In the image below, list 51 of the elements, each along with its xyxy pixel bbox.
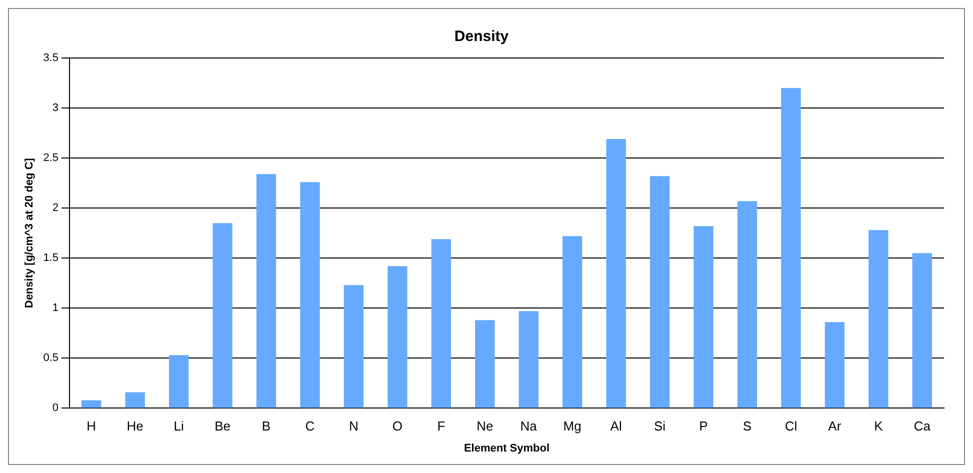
bar	[212, 223, 232, 408]
x-tick-label: Na	[520, 418, 538, 434]
y-tick-label: 0.5	[43, 352, 58, 364]
x-tick-label: H	[86, 418, 96, 434]
bar	[650, 176, 670, 408]
bar	[256, 174, 276, 408]
bar	[82, 400, 102, 408]
bar	[300, 182, 320, 408]
bar	[431, 239, 451, 408]
bar	[694, 226, 714, 408]
x-tick-label: C	[305, 418, 315, 434]
x-tick-label: Si	[654, 418, 666, 434]
x-tick-label: Li	[174, 418, 184, 434]
bar	[606, 139, 626, 408]
x-tick-label: Mg	[563, 418, 582, 434]
x-tick-label: S	[742, 418, 752, 434]
x-tick-label: P	[699, 418, 708, 434]
chart-title: Density	[454, 28, 510, 46]
x-tick-label: Ca	[914, 418, 932, 434]
x-tick-label: Ne	[476, 418, 494, 434]
y-tick-label: 3	[52, 102, 58, 114]
y-tick-label: 3.5	[43, 52, 58, 64]
bar	[475, 320, 495, 408]
y-tick-label: 1	[52, 302, 58, 314]
x-tick-label: O	[392, 418, 402, 434]
y-tick-label: 2	[52, 202, 58, 214]
x-tick-label: Al	[610, 418, 622, 434]
y-tick-label: 0	[52, 402, 58, 414]
bar	[562, 236, 582, 408]
bar	[125, 392, 145, 408]
x-tick-label: He	[126, 418, 144, 434]
y-tick-label: 2.5	[43, 152, 58, 164]
y-axis-title: Density [g/cm^3 at 20 deg C]	[24, 158, 36, 308]
y-tick-label: 1.5	[43, 252, 58, 264]
bar	[344, 285, 364, 408]
bar	[388, 266, 408, 408]
bar	[912, 253, 932, 408]
x-tick-label: N	[349, 418, 358, 434]
bar	[737, 201, 758, 408]
x-axis-title: Element Symbol	[464, 442, 550, 454]
bar	[868, 230, 888, 408]
bar	[518, 311, 538, 408]
x-tick-label: Be	[214, 418, 230, 434]
x-tick-label: Cl	[784, 418, 798, 434]
bar	[168, 355, 189, 408]
bar	[781, 88, 801, 408]
x-tick-label: B	[262, 418, 271, 434]
x-tick-label: Ar	[828, 418, 842, 434]
bar	[824, 322, 845, 408]
x-tick-label: F	[437, 418, 446, 434]
x-tick-label: K	[874, 418, 884, 434]
